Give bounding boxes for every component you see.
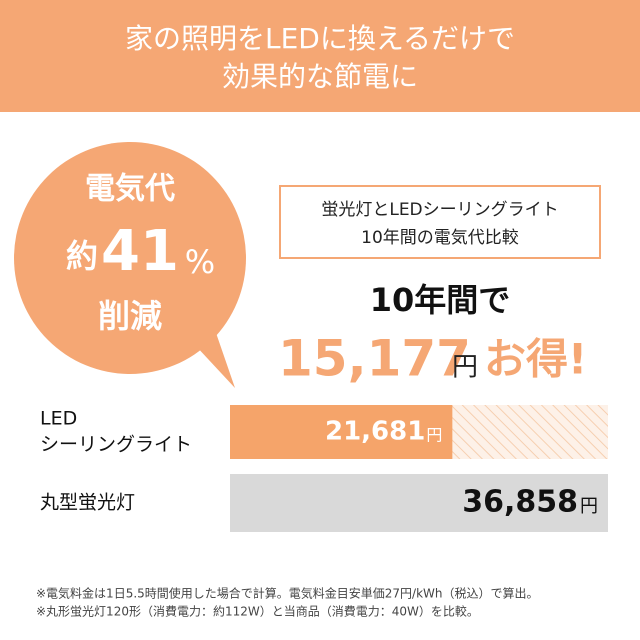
bar-label: LED [40, 408, 77, 430]
footnote: ※電気料金は1日5.5時間使用した場合で計算。電気料金目安単価27円/kWh（税… [36, 586, 539, 601]
amount-unit: 円 [452, 353, 478, 383]
bar [230, 474, 608, 532]
badge-text: 約 [66, 237, 98, 275]
info-box [279, 185, 601, 259]
header-line: 効果的な節電に [222, 60, 418, 93]
bar-unit: 円 [580, 496, 598, 517]
bar-value: 21,681 [325, 417, 425, 447]
footnote: ※丸形蛍光灯120形（消費電力：約112W）と当商品（消費電力：40W）を比較。 [36, 604, 479, 619]
bar-label: 丸型蛍光灯 [40, 492, 135, 514]
header-line: 家の照明をLEDに換えるだけで [125, 22, 515, 55]
bar [230, 405, 453, 459]
box-text: 10年間の電気代比較 [361, 228, 519, 248]
headline: 10年間で [370, 281, 511, 319]
badge [14, 142, 246, 374]
box-text: 蛍光灯とLEDシーリングライト [321, 200, 558, 220]
bar-label: シーリングライト [40, 434, 192, 456]
badge-number: 41 [101, 219, 179, 284]
badge-text: % [185, 243, 215, 281]
amount: 15,177 [278, 330, 471, 388]
badge-text: 電気代 [85, 172, 175, 207]
amount-suffix: お得! [484, 335, 587, 384]
header-band [0, 0, 640, 112]
bar-value: 36,858 [462, 485, 578, 520]
bar-unit: 円 [426, 426, 442, 445]
badge-text: 削減 [98, 297, 162, 335]
